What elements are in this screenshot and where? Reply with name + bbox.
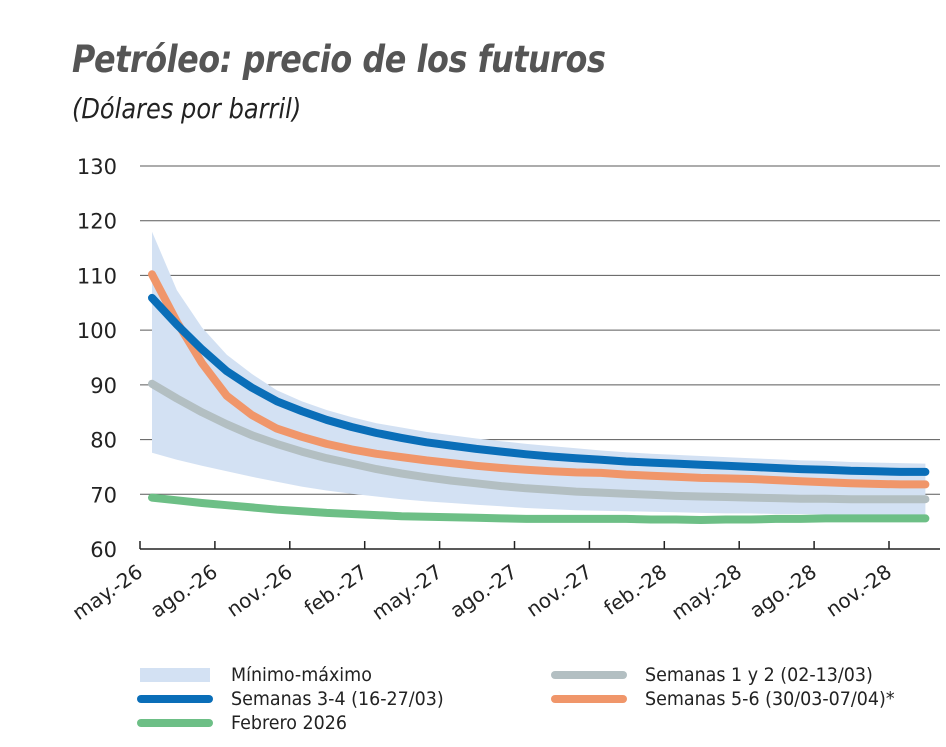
- legend-swatch-blue: [137, 695, 213, 703]
- y-tick-label: 100: [77, 319, 117, 343]
- y-tick-label: 130: [77, 155, 117, 179]
- legend-label: Mínimo-máximo: [231, 664, 372, 686]
- x-tick-label: feb.-27: [300, 559, 372, 619]
- y-tick-label: 110: [77, 264, 117, 288]
- legend-item-semanas-3-4: Semanas 3-4 (16-27/03): [137, 688, 462, 710]
- legend-item-semanas-1-2: Semanas 1 y 2 (02-13/03): [551, 664, 893, 686]
- x-tick-label: may.-26: [68, 559, 147, 624]
- x-tick-label: nov.-27: [522, 559, 597, 621]
- gridlines: [140, 165, 940, 495]
- chart-title: Petróleo: precio de los futuros: [72, 38, 606, 81]
- legend-item-febrero-2026: Febrero 2026: [137, 712, 357, 734]
- y-tick-label: 90: [90, 374, 117, 398]
- legend-swatch-gray: [551, 671, 627, 679]
- x-tick-label: feb.-28: [599, 559, 671, 619]
- legend-item-semanas-5-6: Semanas 5-6 (30/03-07/04)*: [551, 688, 916, 710]
- x-tick-label: may.-28: [667, 559, 746, 624]
- x-tick-label: may.-27: [367, 559, 446, 624]
- legend-swatch-green: [137, 719, 213, 727]
- legend-label: Semanas 3-4 (16-27/03): [231, 688, 444, 710]
- legend-label: Semanas 1 y 2 (02-13/03): [645, 664, 873, 686]
- series-line-semanas-3-4-16-27-03: [148, 293, 930, 476]
- legend-swatch-orange: [551, 695, 627, 703]
- x-tick-label: ago.-27: [445, 559, 521, 622]
- y-tick-label: 70: [90, 483, 117, 507]
- x-tick-label: ago.-28: [745, 559, 821, 622]
- x-tick-label: nov.-26: [222, 559, 297, 621]
- legend-item-min-max: Mínimo-máximo: [137, 664, 384, 686]
- y-tick-label: 120: [77, 210, 117, 234]
- y-tick-label: 80: [90, 429, 117, 453]
- x-tick-label: nov.-28: [821, 559, 896, 621]
- legend-label: Semanas 5-6 (30/03-07/04)*: [645, 688, 895, 710]
- series-line-semanas-1-y-2-02-13-03: [148, 379, 930, 504]
- y-axis: 60 70 80 90 100 110 120 130: [77, 155, 117, 562]
- series-lines: [148, 270, 930, 524]
- series-line-semanas-5-6-30-03-07-04: [148, 270, 930, 489]
- y-tick-label: 60: [90, 538, 117, 562]
- series-line-febrero-2026: [148, 493, 930, 524]
- x-tick-label: ago.-26: [146, 559, 222, 622]
- legend-swatch-band: [140, 668, 210, 682]
- legend-label: Febrero 2026: [231, 712, 348, 734]
- chart-subtitle: (Dólares por barril): [72, 92, 302, 125]
